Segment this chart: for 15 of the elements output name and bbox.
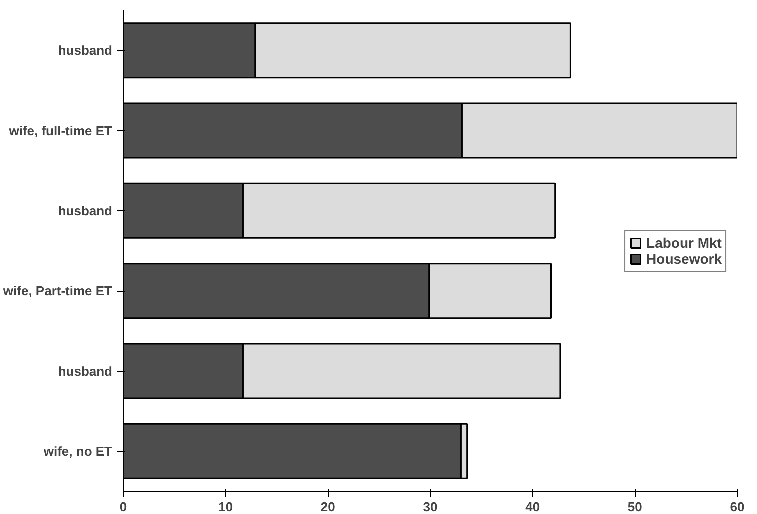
y-tick-label: wife, Part-time ET: [2, 284, 113, 299]
legend-label: Labour Mkt: [646, 234, 722, 250]
x-tick-label: 0: [120, 500, 128, 514]
y-tick-label: wife, full-time ET: [8, 123, 113, 138]
y-tick-label: wife, no ET: [42, 444, 113, 459]
y-tick-label: husband: [58, 43, 113, 58]
legend-label: Housework: [646, 250, 722, 266]
y-tick-label: husband: [58, 203, 113, 218]
x-tick-label: 20: [320, 500, 336, 514]
x-tick-label: 50: [628, 500, 642, 514]
x-tick-label: 30: [423, 500, 438, 514]
x-tick-label: 60: [730, 500, 745, 514]
x-tick-label: 40: [526, 500, 540, 514]
y-tick-label: husband: [58, 364, 113, 379]
x-tick-label: 10: [218, 500, 234, 514]
